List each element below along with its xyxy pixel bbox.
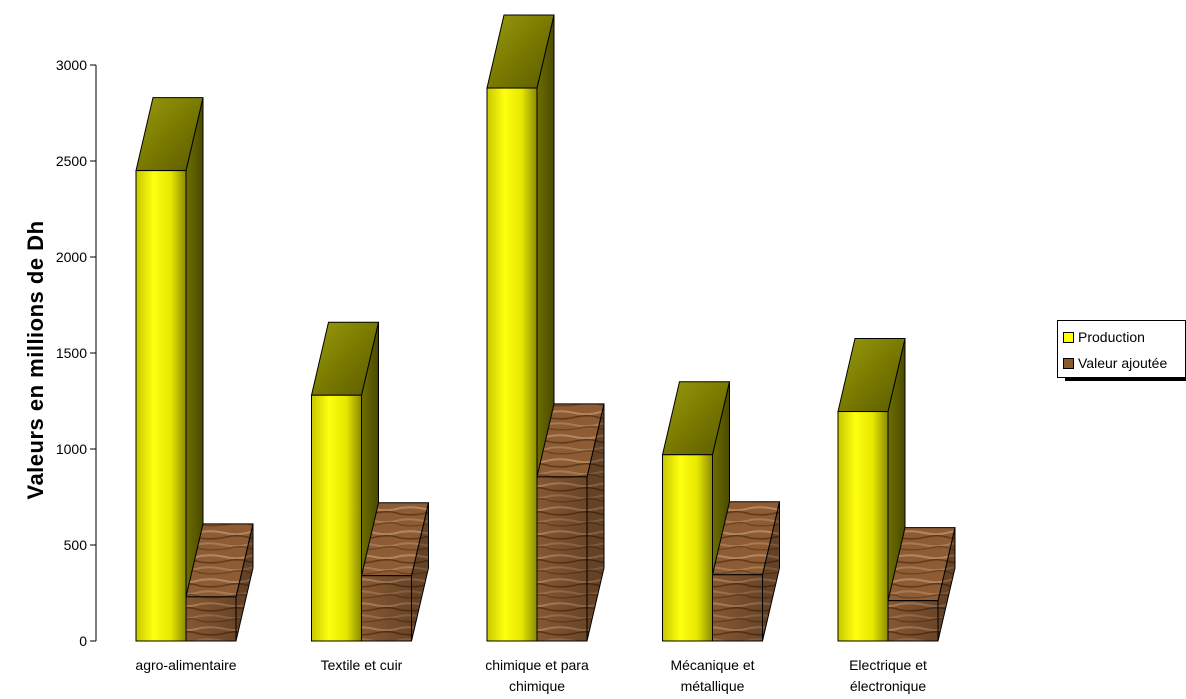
legend-swatch-valeur-ajoutee	[1063, 357, 1074, 369]
bar-production-front	[837, 411, 889, 642]
bar-valeur-ajoutee	[711, 501, 781, 642]
bar-valeur-ajoutee-side-shade	[938, 527, 955, 641]
x-category-label: Textile et cuir	[321, 657, 403, 673]
y-tick-label: 3000	[56, 57, 87, 73]
legend-box: Production Valeur ajoutée	[1057, 320, 1186, 378]
legend: Production Valeur ajoutée	[1057, 320, 1186, 382]
bar-valeur-ajoutee-side-shade	[762, 501, 780, 641]
y-tick-label: 2500	[56, 153, 87, 169]
x-category-label: chimique et para chimique	[485, 657, 589, 694]
y-tick-label: 2000	[56, 249, 87, 265]
bar-production-front	[311, 394, 362, 642]
legend-label-valeur-ajoutee: Valeur ajoutée	[1078, 355, 1168, 371]
y-tick-label: 1500	[56, 345, 87, 361]
bar-production	[135, 97, 204, 642]
bar-valeur-ajoutee-side-shade	[587, 403, 604, 641]
y-axis-label: Valeurs en millions de Dh	[23, 220, 48, 499]
bar-valeur-ajoutee-front-shade	[537, 476, 587, 641]
bar-valeur-ajoutee	[536, 403, 605, 642]
bar-valeur-ajoutee-side-shade	[236, 523, 253, 641]
bar-valeur-ajoutee	[360, 502, 430, 642]
bar-production-front	[486, 87, 538, 642]
legend-item-valeur-ajoutee: Valeur ajoutée	[1063, 354, 1167, 372]
x-category-label: agro-alimentaire	[135, 657, 236, 673]
bar-production-front	[662, 454, 713, 642]
y-tick-label: 500	[64, 537, 88, 553]
bar-valeur-ajoutee-front-shade	[712, 574, 763, 641]
bar-valeur-ajoutee-front-shade	[186, 596, 236, 641]
legend-item-production: Production	[1063, 328, 1145, 346]
bar-valeur-ajoutee-front-shade	[888, 600, 938, 641]
bar-valeur-ajoutee-side-shade	[411, 502, 429, 641]
legend-label-production: Production	[1078, 329, 1145, 345]
bar-production	[310, 321, 380, 642]
legend-swatch-production	[1063, 331, 1074, 343]
bar-production-front	[135, 170, 187, 642]
y-tick-label: 0	[79, 633, 87, 649]
x-category-label: Mécanique et métallique	[670, 657, 754, 694]
bar-valeur-ajoutee	[185, 523, 254, 642]
bar-valeur-ajoutee	[887, 527, 956, 642]
y-tick-label: 1000	[56, 441, 87, 457]
bar-valeur-ajoutee-front-shade	[361, 575, 412, 641]
x-category-label: Electrique et électronique	[849, 657, 927, 694]
legend-shadow	[1065, 377, 1186, 381]
